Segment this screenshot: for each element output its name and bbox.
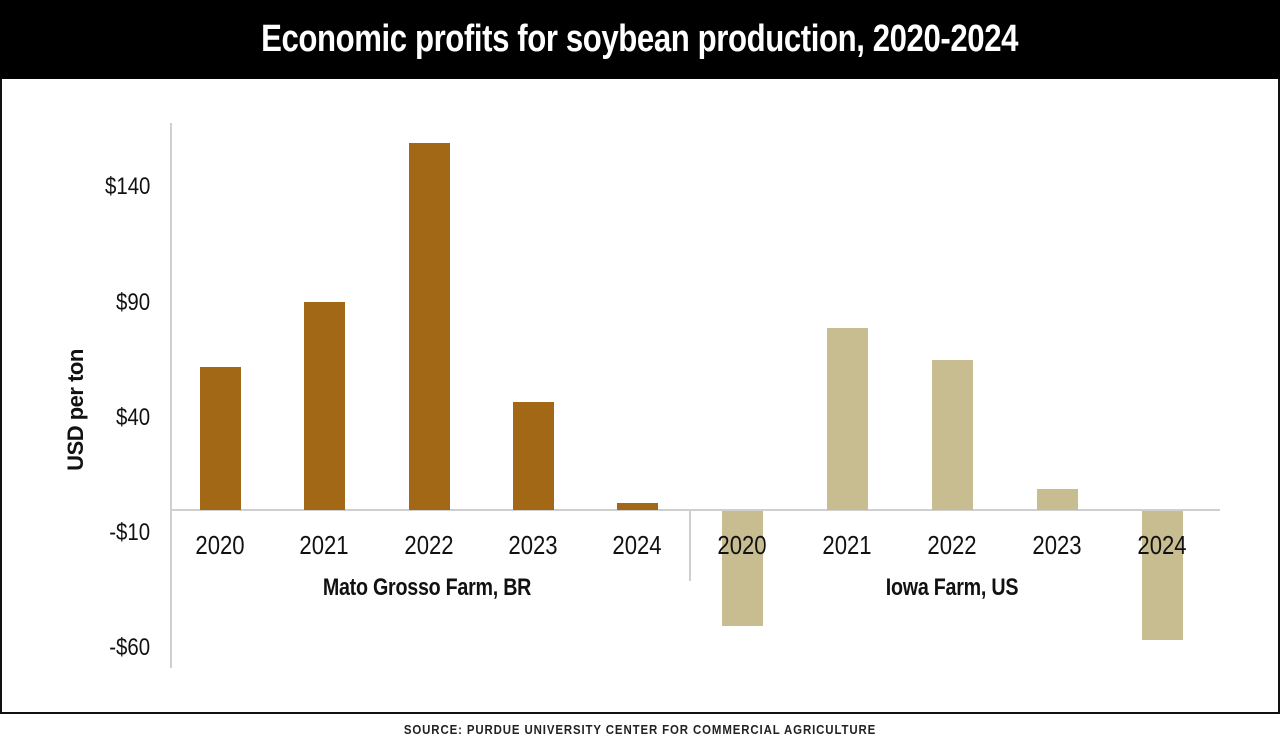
y-axis-line [170,123,172,668]
x-tick-label: 2020 [717,530,767,560]
chart-frame [0,79,1280,714]
x-tick-label: 2024 [1137,530,1187,560]
x-tick-label: 2024 [612,530,662,560]
chart-title: Economic profits for soybean production,… [261,18,1019,60]
y-tick-label: $40 [115,404,150,431]
x-tick-label: 2023 [1032,530,1082,560]
bar-mato-grosso-2022 [408,143,450,510]
x-tick-label: 2023 [508,530,558,560]
bar-iowa-2021 [826,327,868,510]
zero-baseline [170,509,1220,511]
y-tick-label: $90 [115,289,150,316]
bar-mato-grosso-2020 [199,367,241,510]
bar-mato-grosso-2021 [303,302,345,510]
x-tick-label: 2021 [822,530,872,560]
y-tick-label: -$60 [109,634,150,661]
x-tick-label: 2022 [927,530,977,560]
group-separator [689,511,691,581]
group-label-mato-grosso: Mato Grosso Farm, BR [322,574,532,601]
x-tick-label: 2020 [195,530,245,560]
bar-iowa-2024 [1141,511,1183,641]
bar-iowa-2023 [1036,489,1078,510]
bar-iowa-2022 [931,360,973,510]
x-tick-label: 2022 [404,530,454,560]
source-note: SOURCE: PURDUE UNIVERSITY CENTER FOR COM… [403,722,877,737]
x-tick-label: 2021 [299,530,349,560]
bar-iowa-2020 [721,511,763,627]
y-tick-label: -$10 [109,519,150,546]
y-tick-label: $140 [104,173,150,200]
chart-header: Economic profits for soybean production,… [0,0,1280,79]
bar-mato-grosso-2023 [512,401,554,510]
y-axis-label: USD per ton [63,349,88,471]
group-label-iowa: Iowa Farm, US [885,574,1019,601]
bar-mato-grosso-2024 [616,503,658,510]
